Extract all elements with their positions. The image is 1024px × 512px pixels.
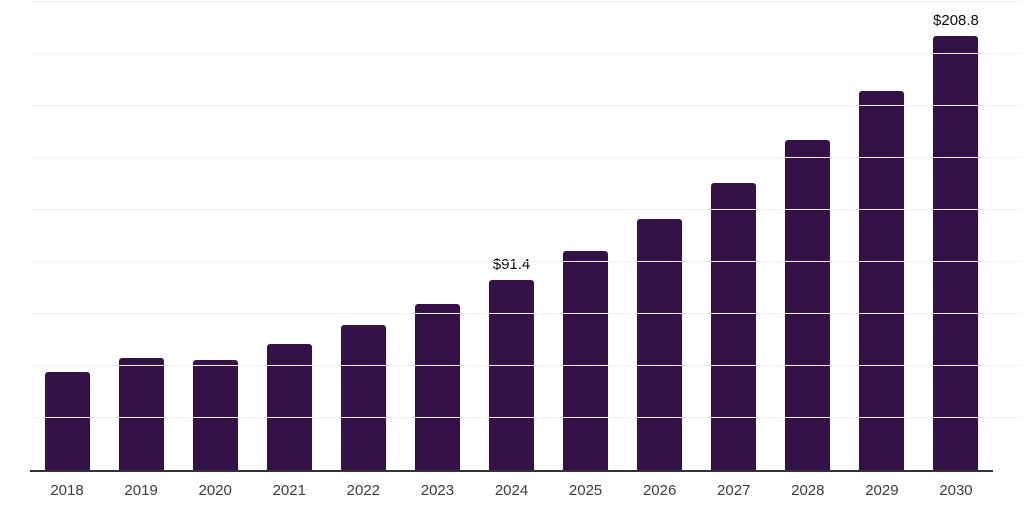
gridline bbox=[30, 417, 1020, 419]
bar-slot-2021 bbox=[252, 0, 326, 470]
bar-2018 bbox=[44, 372, 90, 470]
bar-value-label-2024: $91.4 bbox=[492, 255, 531, 273]
bar-slot-2020 bbox=[178, 0, 252, 470]
gridline bbox=[30, 313, 1020, 315]
bar-2020 bbox=[192, 360, 238, 470]
bar-slot-2029 bbox=[845, 0, 919, 470]
bar-slot-2027 bbox=[697, 0, 771, 470]
bar-2025 bbox=[563, 251, 609, 470]
gridline bbox=[30, 105, 1020, 107]
bar-2023 bbox=[414, 304, 460, 470]
bar-2022 bbox=[340, 324, 386, 470]
x-tick-label-2028: 2028 bbox=[791, 482, 825, 499]
bar-2026 bbox=[637, 218, 683, 470]
x-tick-label-2026: 2026 bbox=[642, 482, 677, 499]
plot-area: $91.4 $208.8 bbox=[30, 0, 1020, 472]
bar-2024 bbox=[489, 279, 534, 470]
gridline bbox=[30, 157, 1020, 159]
x-tick-label-2021: 2021 bbox=[272, 482, 306, 499]
bar-value-label-2030: $208.8 bbox=[933, 11, 979, 29]
gridline bbox=[30, 1, 1020, 3]
bar-slot-2025 bbox=[549, 0, 623, 470]
x-tick-label-2022: 2022 bbox=[346, 482, 381, 499]
x-tick-label-2024: 2024 bbox=[494, 482, 529, 499]
gridline bbox=[30, 261, 1020, 263]
x-tick-label-2020: 2020 bbox=[198, 482, 232, 499]
bar-2029 bbox=[859, 91, 905, 470]
x-axis-tick-labels: 2018 2019 2020 2021 2022 2023 2024 2025 2026 2027… bbox=[30, 482, 993, 499]
gridline bbox=[30, 53, 1020, 55]
bar-2021 bbox=[266, 344, 312, 470]
bar-slot-2018 bbox=[30, 0, 104, 470]
gridline bbox=[30, 365, 1020, 367]
gridline bbox=[30, 209, 1020, 211]
x-tick-label-2027: 2027 bbox=[717, 482, 751, 499]
bar-slot-2022 bbox=[326, 0, 400, 470]
bar-slot-2024: $91.4 bbox=[474, 0, 548, 470]
bar-slot-2028 bbox=[771, 0, 845, 470]
bar-slot-2026 bbox=[623, 0, 697, 470]
bar-2019 bbox=[118, 357, 164, 470]
bar-2027 bbox=[711, 182, 757, 470]
x-tick-label-2025: 2025 bbox=[568, 482, 603, 499]
bar-2028 bbox=[785, 139, 831, 470]
bar-slot-2019 bbox=[104, 0, 178, 470]
x-tick-label-2030: 2030 bbox=[939, 482, 973, 499]
bars-container: $91.4 $208.8 bbox=[30, 0, 993, 470]
bar-2030 bbox=[933, 35, 979, 470]
x-tick-label-2019: 2019 bbox=[124, 482, 158, 499]
bar-slot-2023 bbox=[400, 0, 474, 470]
x-tick-label-2023: 2023 bbox=[420, 482, 455, 499]
bar-slot-2030: $208.8 bbox=[919, 0, 993, 470]
x-tick-label-2029: 2029 bbox=[865, 482, 899, 499]
x-tick-label-2018: 2018 bbox=[50, 482, 84, 499]
